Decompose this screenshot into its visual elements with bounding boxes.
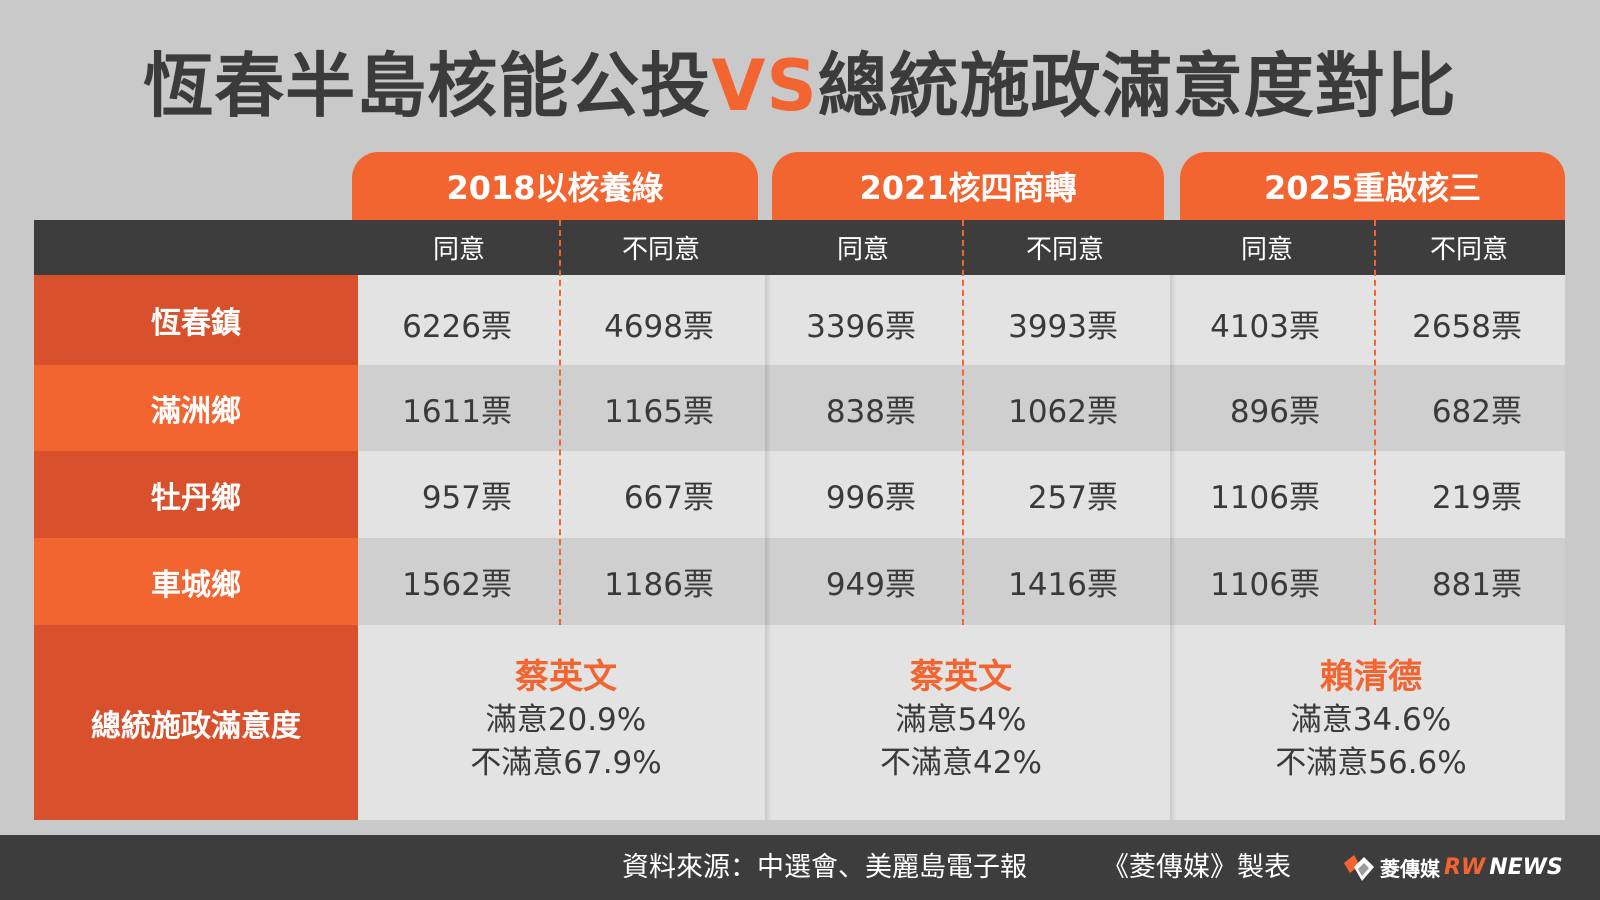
- table-cell: 257票: [1027, 480, 1118, 516]
- column-divider: [962, 220, 964, 625]
- satisfaction-2018: 蔡英文 滿意20.9% 不滿意67.9%: [366, 655, 766, 785]
- chart-credit: 《菱傳媒》製表: [1102, 852, 1291, 883]
- president-name: 賴清德: [1320, 657, 1422, 697]
- satisfied-rate: 滿意20.9%: [485, 702, 647, 738]
- row-label-satisfaction: 總統施政滿意度: [34, 625, 358, 820]
- logo-rw: RW NEWS: [1444, 855, 1563, 880]
- president-name: 蔡英文: [515, 657, 617, 697]
- subheader-2025-agree: 同意: [1240, 235, 1293, 265]
- subheader-2021-agree: 同意: [836, 235, 889, 265]
- column-divider: [559, 220, 561, 625]
- group-tab-2021: 2021核四商轉: [772, 152, 1164, 220]
- title-vs: VS: [711, 45, 818, 127]
- column-header-bar: [34, 220, 1565, 275]
- table-cell: 838票: [825, 394, 916, 430]
- table-cell: 4103票: [1210, 309, 1320, 345]
- table-cell: 2658票: [1412, 309, 1522, 345]
- table-cell: 1186票: [604, 567, 714, 603]
- table-cell: 219票: [1431, 480, 1522, 516]
- row-label-checheng: 車城鄉: [34, 538, 358, 625]
- group-separator: [1170, 275, 1176, 820]
- table-cell: 996票: [825, 480, 916, 516]
- table-cell: 4698票: [604, 309, 714, 345]
- table-cell: 957票: [421, 480, 512, 516]
- row-label-hengchun: 恆春鎮: [34, 275, 358, 365]
- table-cell: 682票: [1431, 394, 1522, 430]
- dissatisfied-rate: 不滿意56.6%: [1275, 745, 1467, 781]
- subheader-2025-disagree: 不同意: [1429, 235, 1508, 265]
- group-tab-2025: 2025重啟核三: [1180, 152, 1565, 220]
- table-cell: 667票: [623, 480, 714, 516]
- table-cell: 1106票: [1210, 480, 1320, 516]
- table-cell: 1416票: [1008, 567, 1118, 603]
- subheader-2018-disagree: 不同意: [621, 235, 700, 265]
- subheader-2018-agree: 同意: [432, 235, 485, 265]
- group-separator: [765, 275, 771, 820]
- group-tab-2018: 2018以核養綠: [352, 152, 758, 220]
- summary-background: [358, 625, 1565, 820]
- dissatisfied-rate: 不滿意42%: [880, 745, 1042, 781]
- table-cell: 949票: [825, 567, 916, 603]
- data-source: 資料來源：中選會、美麗島電子報: [622, 852, 1027, 883]
- column-divider: [1374, 220, 1376, 625]
- rw-news-logo-icon: [1344, 854, 1374, 881]
- satisfaction-2021: 蔡英文 滿意54% 不滿意42%: [761, 655, 1161, 785]
- table-cell: 1562票: [402, 567, 512, 603]
- title-main: 恆春半島核能公投: [143, 45, 712, 127]
- president-name: 蔡英文: [910, 657, 1012, 697]
- table-cell: 1062票: [1008, 394, 1118, 430]
- title-rest: 總統施政滿意度對比: [817, 45, 1457, 127]
- table-cell: 1106票: [1210, 567, 1320, 603]
- subheader-2021-disagree: 不同意: [1025, 235, 1104, 265]
- satisfied-rate: 滿意34.6%: [1290, 702, 1452, 738]
- dissatisfied-rate: 不滿意67.9%: [470, 745, 662, 781]
- row-label-manzhou: 滿洲鄉: [34, 365, 358, 451]
- row-label-mudan: 牡丹鄉: [34, 451, 358, 538]
- table-cell: 3396票: [806, 309, 916, 345]
- table-cell: 881票: [1431, 567, 1522, 603]
- table-cell: 896票: [1229, 394, 1320, 430]
- table-cell: 6226票: [402, 309, 512, 345]
- table-cell: 1165票: [604, 394, 714, 430]
- footer-bar: 資料來源：中選會、美麗島電子報 《菱傳媒》製表 菱傳媒 RW NEWS: [0, 835, 1600, 900]
- satisfaction-2025: 賴清德 滿意34.6% 不滿意56.6%: [1171, 655, 1571, 785]
- table-cell: 3993票: [1008, 309, 1118, 345]
- logo-text: 菱傳媒: [1380, 857, 1440, 881]
- satisfied-rate: 滿意54%: [895, 702, 1027, 738]
- page-title: 恆春半島核能公投VS總統施政滿意度對比: [0, 30, 1600, 131]
- brand-logo: 菱傳媒 RW NEWS: [1342, 835, 1563, 900]
- table-cell: 1611票: [402, 394, 512, 430]
